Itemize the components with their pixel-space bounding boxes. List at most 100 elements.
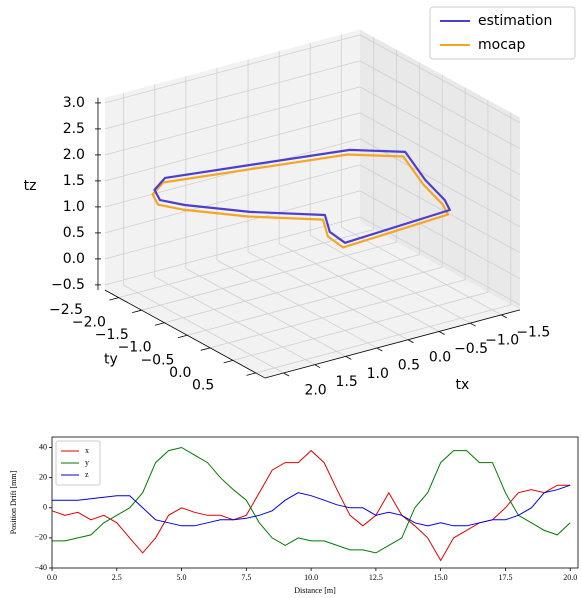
legend-label: z	[85, 470, 89, 479]
z-tick-label: 2.5	[63, 121, 85, 137]
trajectory	[153, 148, 451, 244]
z-tick-label: 0.5	[63, 225, 85, 241]
x-axis	[264, 309, 521, 379]
x-tick-label: 20.0	[563, 573, 577, 582]
series-line	[52, 484, 571, 527]
grid-line	[209, 279, 466, 349]
x-tick-label: 0.0	[47, 573, 57, 582]
x-tick-label: 15.0	[434, 573, 448, 582]
grid-line	[359, 112, 521, 202]
y-tick-label: −20	[34, 533, 47, 542]
tick-mark	[438, 331, 445, 335]
tick-mark	[200, 347, 211, 351]
grid-line	[359, 138, 521, 228]
legend-label: mocap	[478, 37, 525, 53]
series-line	[51, 449, 571, 562]
y-tick-label: −0.5	[140, 352, 174, 368]
grid-line	[359, 216, 521, 306]
y-tick-label: 40	[39, 442, 47, 451]
tick-mark	[407, 339, 414, 344]
y-axis	[104, 289, 266, 379]
x-tick-label: 0.5	[398, 358, 420, 374]
x-tick-label: −1.0	[485, 333, 519, 349]
tick-mark	[177, 334, 188, 339]
x-tick-label: −0.5	[454, 341, 488, 357]
grid-line	[141, 241, 397, 311]
y-tick-label: −1.0	[118, 340, 152, 356]
y-tick-label: 0	[43, 503, 47, 512]
y-tick-label: 0.0	[169, 365, 191, 381]
tick-mark	[223, 359, 234, 364]
x-tick-label: 7.5	[241, 573, 251, 582]
legend-label: y	[85, 458, 89, 467]
y-tick-label: −1.5	[95, 327, 129, 343]
tick-mark	[154, 322, 165, 326]
x-tick-label: 17.5	[498, 573, 512, 582]
grid-line	[341, 226, 502, 316]
y-tick-label: 20	[39, 472, 47, 481]
grid-line	[104, 34, 361, 104]
x-tick-label: 5.0	[177, 573, 187, 582]
z-axis-label: tz	[24, 178, 37, 194]
chart-2d: −40 −20 0 20 40 0.0 2.5 5.0 7.5 10.0 12.5 15.0 17.5 2…	[9, 436, 579, 595]
grid-line	[232, 291, 489, 361]
grid-line	[247, 251, 409, 341]
z-tick-label: 1.5	[63, 173, 85, 189]
grid-line	[104, 112, 361, 182]
legend: xyz	[55, 440, 101, 486]
grid-line	[310, 234, 471, 324]
grid-line	[255, 304, 511, 374]
grid-line	[164, 254, 420, 324]
legend-label: x	[85, 446, 89, 455]
grid-line	[104, 86, 361, 156]
tick-mark	[469, 322, 476, 327]
tick-mark	[109, 297, 119, 301]
x-tick-label: 2.0	[304, 383, 326, 399]
grid-line	[154, 276, 315, 366]
z-tick-label: 2.0	[63, 147, 85, 163]
grid-line	[359, 86, 521, 176]
tick-mark	[376, 347, 383, 352]
y-tick-label: −40	[34, 563, 47, 572]
tick-mark	[132, 309, 142, 314]
y-axis-label: Position Drift [mm]	[9, 470, 18, 534]
x-axis-label: tx	[456, 377, 470, 393]
y-tick-label: −2.0	[72, 315, 106, 331]
grid-line	[185, 268, 346, 357]
series-line	[52, 446, 571, 554]
grid-line	[104, 60, 361, 130]
tick-mark	[246, 372, 256, 376]
x-tick-label: −1.5	[516, 324, 550, 340]
x-tick-label: 10.0	[304, 573, 318, 582]
tick-mark	[283, 372, 290, 377]
x-tick-label: 0.0	[429, 349, 451, 365]
grid-line	[118, 229, 374, 299]
plot-frame	[51, 436, 579, 569]
legend: estimation mocap	[429, 6, 576, 60]
grid-line	[216, 259, 378, 349]
chart-3d: −1.5−1.0−0.50.00.51.01.52.0−2.5−2.0−1.5−…	[24, 6, 576, 399]
z-tick-label: −0.5	[51, 277, 85, 293]
x-tick-label: 1.0	[367, 366, 389, 382]
x-tick-label: 1.5	[336, 374, 358, 390]
grid-line	[187, 266, 443, 336]
grid-line	[359, 60, 521, 150]
legend-label: estimation	[478, 13, 552, 29]
grid-line	[104, 190, 361, 260]
y-tick-label: −2.5	[49, 302, 83, 318]
x-tick-label: 12.5	[369, 573, 383, 582]
right-pane	[360, 29, 520, 310]
tick-mark	[314, 364, 321, 369]
grid-line	[359, 164, 521, 254]
z-tick-label: 0.0	[63, 251, 85, 267]
left-pane	[104, 29, 360, 291]
grid-line	[104, 216, 361, 286]
grid-line	[123, 284, 284, 374]
tick-mark	[345, 356, 352, 360]
floor-pane	[104, 222, 520, 378]
grid-line	[104, 164, 361, 234]
y-axis-label: ty	[104, 351, 118, 367]
z-tick-label: 3.0	[63, 95, 85, 111]
x-axis-label: Distance [m]	[294, 586, 336, 595]
